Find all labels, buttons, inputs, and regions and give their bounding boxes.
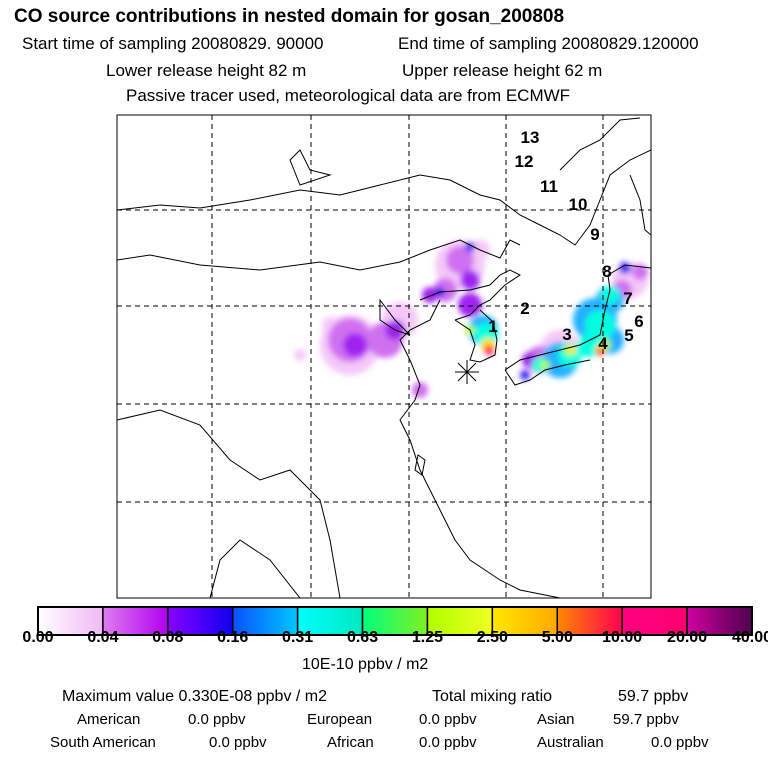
colorbar-tick-label: 1.25 xyxy=(411,629,444,646)
maximum-value: Maximum value 0.330E-08 ppbv / m2 xyxy=(62,688,328,705)
colorbar-tick-label: 5.00 xyxy=(541,629,573,646)
region-label-11: 11 xyxy=(540,177,558,196)
colorbar-tick-label: 10.00 xyxy=(602,629,643,646)
concentration-blob xyxy=(487,349,493,355)
colorbar-frame xyxy=(37,606,753,636)
region-value: 0.0 ppbv xyxy=(209,734,267,751)
map-frame xyxy=(116,114,652,599)
colorbar-tick-label: 20.00 xyxy=(667,629,708,646)
concentration-blob xyxy=(460,270,480,290)
colorbar-tick-label: 2.50 xyxy=(476,629,508,646)
colorbar-unit: 10E-10 ppbv / m2 xyxy=(302,656,429,673)
concentration-blob xyxy=(458,293,482,317)
region-value: 0.0 ppbv xyxy=(188,711,246,728)
region-value: 0.0 ppbv xyxy=(419,734,477,751)
concentration-blob xyxy=(596,348,604,356)
colorbar-tick-label: 0.31 xyxy=(282,629,314,646)
colorbar-tick-label: 40.00 xyxy=(731,629,768,646)
colorbar-tick-label: 0.08 xyxy=(152,629,184,646)
region-label-5: 5 xyxy=(624,326,633,345)
concentration-blob xyxy=(601,286,619,304)
concentration-field xyxy=(294,240,648,398)
colorbar-tick-label: 0.00 xyxy=(22,629,54,646)
region-value: 59.7 ppbv xyxy=(613,711,679,728)
region-label-13: 13 xyxy=(521,128,540,147)
concentration-blob xyxy=(343,333,367,357)
coastlines xyxy=(117,117,651,598)
region-name: African xyxy=(327,734,374,751)
region-label-12: 12 xyxy=(515,152,534,171)
region-name: European xyxy=(307,711,373,728)
concentration-blob xyxy=(632,264,648,280)
end-time: End time of sampling 20080829.120000 xyxy=(398,34,699,53)
concentration-blob xyxy=(540,360,550,370)
tracer-note: Passive tracer used, meteorological data… xyxy=(126,86,571,105)
region-name: Australian xyxy=(537,734,604,751)
concentration-blob xyxy=(412,382,428,398)
region-label-3: 3 xyxy=(562,325,571,344)
start-time: Start time of sampling 20080829. 90000 xyxy=(22,34,324,53)
region-value: 0.0 ppbv xyxy=(651,734,709,751)
region-name: Asian xyxy=(537,711,575,728)
concentration-blob xyxy=(294,349,306,361)
colorbar-tick-label: 0.04 xyxy=(87,629,119,646)
region-label-1: 1 xyxy=(488,317,497,336)
region-label-2: 2 xyxy=(520,299,529,318)
region-name: American xyxy=(77,711,141,728)
colorbar-tick-label: 0.16 xyxy=(217,629,249,646)
concentration-blob xyxy=(585,310,615,340)
upper-release-height: Upper release height 62 m xyxy=(402,61,603,80)
concentration-blob xyxy=(465,242,475,252)
region-label-9: 9 xyxy=(590,225,599,244)
total-mixing-value: 59.7 ppbv xyxy=(618,688,689,705)
concentration-blob xyxy=(520,370,530,380)
concentration-blob xyxy=(446,246,474,274)
concentration-blob xyxy=(422,287,438,303)
region-label-8: 8 xyxy=(602,262,611,281)
grid-lines xyxy=(117,115,651,598)
region-label-6: 6 xyxy=(634,312,643,331)
lower-release-height: Lower release height 82 m xyxy=(106,61,307,80)
region-label-4: 4 xyxy=(598,334,608,353)
region-value: 0.0 ppbv xyxy=(419,711,477,728)
plot-title: CO source contributions in nested domain… xyxy=(14,6,565,27)
region-name: South American xyxy=(50,734,156,751)
region-label-7: 7 xyxy=(623,289,632,308)
region-label-10: 10 xyxy=(569,195,588,214)
colorbar-tick-label: 0.63 xyxy=(346,629,379,646)
receptor-asterisk-icon xyxy=(455,360,479,384)
total-mixing-label: Total mixing ratio xyxy=(432,688,553,705)
